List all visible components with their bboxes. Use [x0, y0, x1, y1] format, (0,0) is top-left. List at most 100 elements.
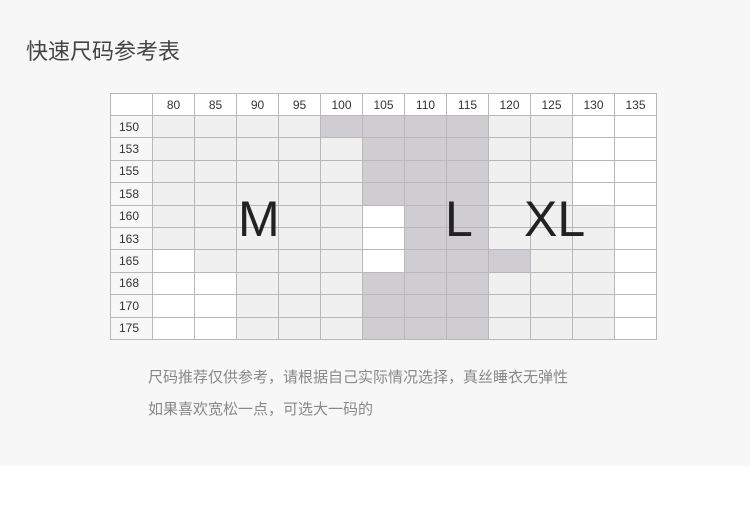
- size-cell: [236, 294, 279, 318]
- table-row: 163: [110, 226, 657, 251]
- table-row: 158: [110, 182, 657, 206]
- size-table: 80 85 90 95 100 105 110 115 120 125 130 135 150 153 15…: [110, 93, 657, 340]
- row-header: 155: [110, 159, 153, 184]
- table-row: 168: [110, 271, 657, 296]
- size-cell: [236, 249, 279, 273]
- row-header: 170: [110, 294, 153, 318]
- size-cell: [446, 316, 489, 340]
- size-cell: [320, 159, 363, 184]
- size-cell: [320, 249, 363, 273]
- size-cell: [278, 159, 321, 184]
- size-cell: [614, 182, 657, 206]
- size-cell: [362, 114, 405, 139]
- size-cell: [446, 137, 489, 161]
- size-cell: [362, 159, 405, 184]
- size-cell: [404, 159, 447, 184]
- column-header: 95: [278, 93, 321, 116]
- size-cell: [236, 182, 279, 206]
- size-cell: [320, 204, 363, 228]
- size-cell: [572, 316, 615, 340]
- row-header: 160: [110, 204, 153, 228]
- size-cell: [278, 204, 321, 228]
- size-cell: [320, 137, 363, 161]
- column-header: 120: [488, 93, 531, 116]
- size-cell: [488, 182, 531, 206]
- size-cell: [572, 226, 615, 251]
- row-header: 175: [110, 316, 153, 340]
- column-header: 105: [362, 93, 405, 116]
- size-cell: [194, 271, 237, 296]
- size-cell: [404, 226, 447, 251]
- size-cell: [404, 182, 447, 206]
- size-cell: [614, 271, 657, 296]
- size-cell: [404, 294, 447, 318]
- size-cell: [236, 137, 279, 161]
- table-row: 170: [110, 294, 657, 318]
- size-cell: [152, 249, 195, 273]
- header-row: 80 85 90 95 100 105 110 115 120 125 130 135: [110, 93, 657, 116]
- size-cell: [362, 294, 405, 318]
- size-cell: [278, 316, 321, 340]
- size-cell: [320, 114, 363, 139]
- table-row: 153: [110, 137, 657, 161]
- size-cell: [530, 271, 573, 296]
- table-row: 150: [110, 114, 657, 139]
- size-cell: [362, 249, 405, 273]
- size-cell: [488, 294, 531, 318]
- size-cell: [530, 226, 573, 251]
- size-cell: [278, 294, 321, 318]
- size-cell: [572, 294, 615, 318]
- size-cell: [278, 182, 321, 206]
- size-cell: [194, 137, 237, 161]
- size-cell: [320, 271, 363, 296]
- size-cell: [614, 249, 657, 273]
- size-cell: [278, 114, 321, 139]
- size-cell: [404, 137, 447, 161]
- size-cell: [572, 137, 615, 161]
- size-cell: [530, 137, 573, 161]
- size-cell: [152, 114, 195, 139]
- size-cell: [362, 226, 405, 251]
- size-cell: [614, 204, 657, 228]
- size-cell: [278, 226, 321, 251]
- size-cell: [152, 226, 195, 251]
- size-cell: [236, 226, 279, 251]
- column-header: 135: [614, 93, 657, 116]
- size-cell: [236, 114, 279, 139]
- size-cell: [320, 226, 363, 251]
- size-cell: [152, 271, 195, 296]
- size-cell: [236, 271, 279, 296]
- size-cell: [362, 316, 405, 340]
- column-header: 100: [320, 93, 363, 116]
- row-header: 158: [110, 182, 153, 206]
- row-header: 163: [110, 226, 153, 251]
- size-cell: [362, 204, 405, 228]
- size-cell: [194, 294, 237, 318]
- size-cell: [404, 316, 447, 340]
- size-cell: [194, 114, 237, 139]
- size-cell: [572, 114, 615, 139]
- size-cell: [152, 294, 195, 318]
- size-cell: [236, 159, 279, 184]
- size-cell: [572, 271, 615, 296]
- size-cell: [572, 159, 615, 184]
- size-cell: [152, 204, 195, 228]
- size-cell: [530, 204, 573, 228]
- page-title: 快速尺码参考表: [26, 40, 181, 65]
- size-cell: [194, 316, 237, 340]
- size-cell: [362, 271, 405, 296]
- size-label-l: L: [445, 191, 473, 247]
- size-cell: [488, 137, 531, 161]
- size-cell: [530, 249, 573, 273]
- size-label-m: M: [238, 191, 280, 247]
- size-cell: [404, 204, 447, 228]
- size-cell: [614, 316, 657, 340]
- column-header: 115: [446, 93, 489, 116]
- size-cell: [194, 204, 237, 228]
- column-header: 130: [572, 93, 615, 116]
- row-header: 168: [110, 271, 153, 296]
- column-header: 85: [194, 93, 237, 116]
- size-cell: [236, 316, 279, 340]
- size-cell: [488, 316, 531, 340]
- size-cell: [530, 294, 573, 318]
